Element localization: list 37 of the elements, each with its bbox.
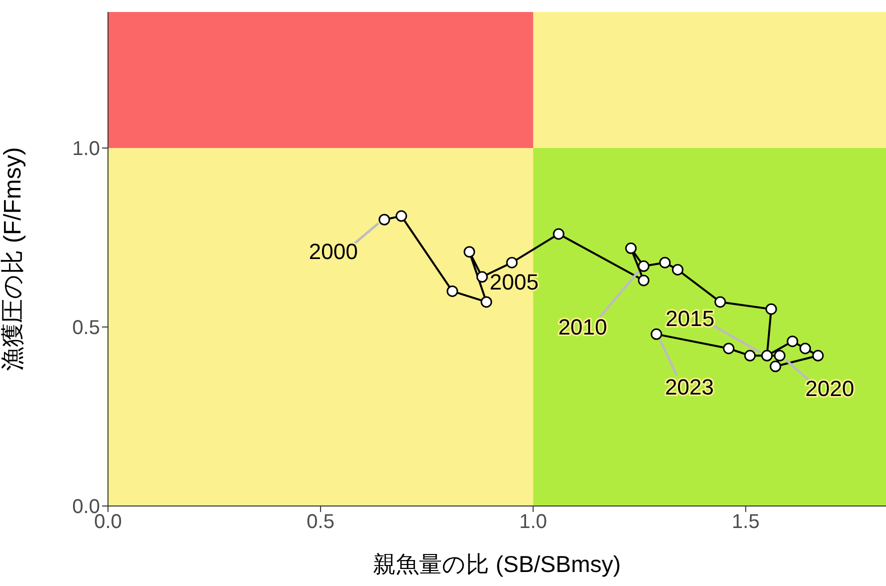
x-tick-label: 1.5 — [732, 511, 760, 534]
point — [396, 210, 408, 222]
point — [625, 242, 637, 254]
y-tick-label: 0.5 — [72, 317, 100, 340]
point — [770, 360, 782, 372]
point — [672, 264, 684, 276]
point — [744, 350, 756, 362]
point — [812, 350, 824, 362]
point — [638, 274, 650, 286]
y-tick-label: 1.0 — [72, 138, 100, 160]
point — [722, 342, 734, 354]
annotation: 2015 — [665, 306, 714, 332]
x-tick-label: 1.0 — [519, 511, 548, 534]
point — [714, 296, 726, 308]
point — [774, 350, 786, 362]
point — [659, 256, 671, 268]
point — [552, 228, 564, 240]
point — [464, 246, 476, 258]
point — [799, 342, 811, 354]
annotation: 2023 — [664, 374, 714, 400]
point — [650, 328, 662, 340]
point — [446, 285, 458, 297]
point — [476, 271, 488, 283]
x-axis-title: 親魚量の比 (SB/SBmsy) — [373, 551, 621, 577]
point — [786, 336, 798, 348]
annotation: 2010 — [558, 314, 608, 340]
point — [761, 350, 773, 362]
y-axis-title: 漁獲圧の比 (F/Fmsy) — [0, 147, 27, 371]
point — [506, 256, 518, 268]
point — [480, 296, 492, 308]
x-tick-label: 0.5 — [306, 511, 334, 534]
point — [638, 260, 650, 272]
point — [765, 303, 777, 315]
annotation: 2000 — [308, 239, 358, 264]
annotation: 2005 — [490, 269, 539, 294]
annotation: 2020 — [805, 376, 854, 402]
point — [378, 214, 390, 226]
